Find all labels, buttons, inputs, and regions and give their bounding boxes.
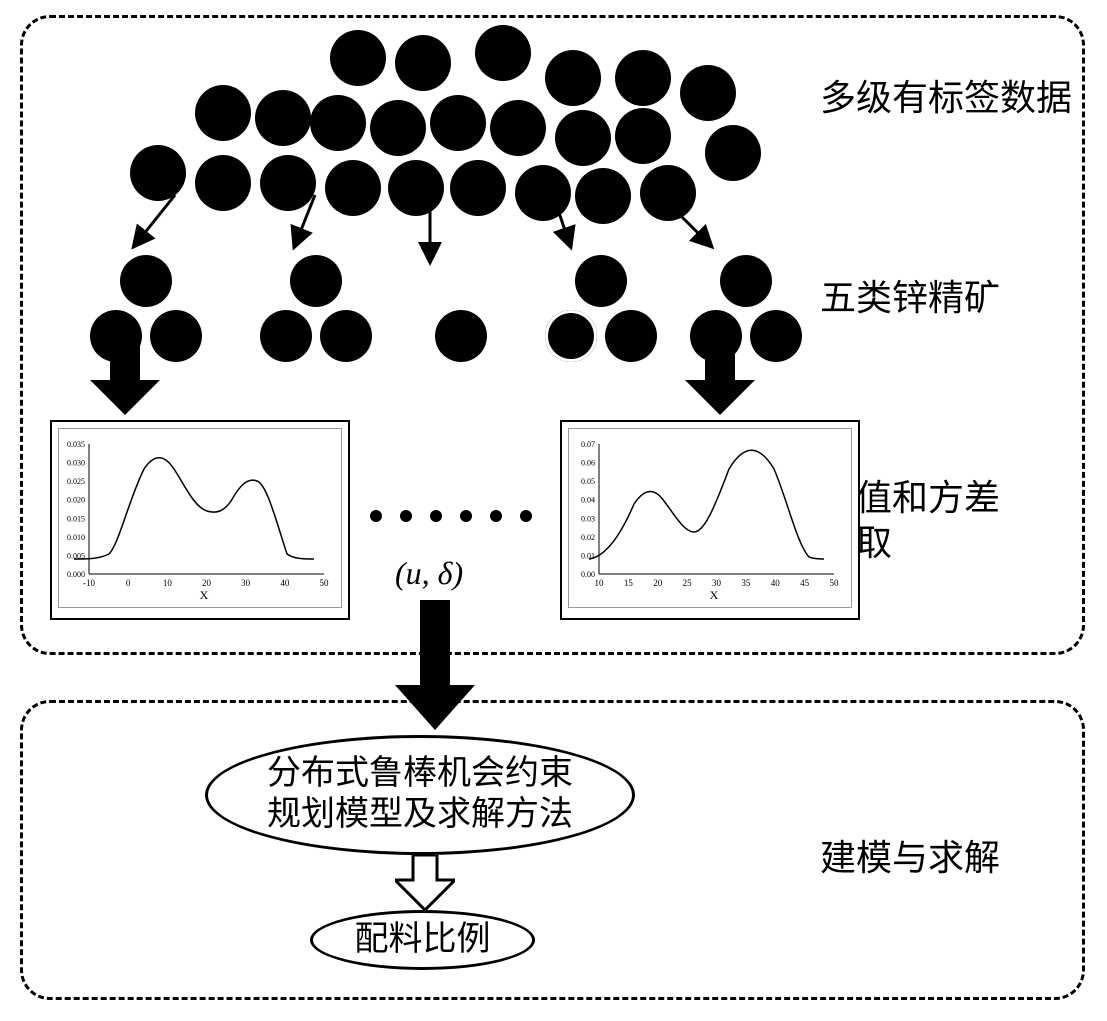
svg-text:0.01: 0.01 xyxy=(581,551,595,560)
group-dot xyxy=(260,310,312,362)
group-dot xyxy=(320,310,372,362)
group-dot xyxy=(545,310,597,362)
cluster-dot xyxy=(575,168,631,224)
cluster-dot xyxy=(490,100,546,156)
cluster-dot xyxy=(195,155,251,211)
group-dot xyxy=(605,310,657,362)
group-dot xyxy=(120,255,172,307)
group-dot xyxy=(435,310,487,362)
group-dot xyxy=(290,255,342,307)
cluster-dot xyxy=(555,110,611,166)
svg-text:10: 10 xyxy=(163,578,173,588)
cluster-dot xyxy=(260,155,316,211)
cluster-dot xyxy=(515,165,571,221)
svg-text:0.07: 0.07 xyxy=(581,440,595,449)
chart-right-svg: 0.00 0.01 0.02 0.03 0.04 0.05 0.06 0.07 10 15 20 2… xyxy=(569,429,853,609)
svg-text:0.030: 0.030 xyxy=(67,459,85,468)
svg-text:20: 20 xyxy=(202,578,212,588)
svg-text:0.010: 0.010 xyxy=(67,533,85,542)
ellipse1-line2: 规划模型及求解方法 xyxy=(267,795,573,836)
ellipse1-line1: 分布式鲁棒机会约束 xyxy=(267,754,573,795)
svg-text:40: 40 xyxy=(280,578,290,588)
ellipse-ratio: 配料比例 xyxy=(310,910,535,970)
svg-text:30: 30 xyxy=(712,578,722,588)
cluster-dot xyxy=(680,65,736,121)
group-dot xyxy=(720,255,772,307)
svg-text:50: 50 xyxy=(830,578,840,588)
cluster-dot xyxy=(325,160,381,216)
svg-text:0.015: 0.015 xyxy=(67,514,85,523)
svg-text:0.020: 0.020 xyxy=(67,496,85,505)
chart-right-frame: 0.00 0.01 0.02 0.03 0.04 0.05 0.06 0.07 10 15 20 2… xyxy=(560,420,860,620)
chart-left-frame: 0.0000.0050.0100.0150.0200.0250.0300.035… xyxy=(50,420,350,620)
svg-text:40: 40 xyxy=(771,578,781,588)
svg-text:0.025: 0.025 xyxy=(67,477,85,486)
cluster-dot xyxy=(705,125,761,181)
cluster-dot xyxy=(640,165,696,221)
cluster-dot xyxy=(615,50,671,106)
ellipse-model: 分布式鲁棒机会约束 规划模型及求解方法 xyxy=(205,735,635,855)
cluster-dot xyxy=(195,85,251,141)
label-row2: 五类锌精矿 xyxy=(820,275,1000,322)
svg-text:35: 35 xyxy=(741,578,751,588)
cluster-dot xyxy=(310,95,366,151)
cluster-dot xyxy=(450,160,506,216)
group-dot xyxy=(750,310,802,362)
dots-between-charts xyxy=(370,510,532,522)
label-row1: 多级有标签数据 xyxy=(820,75,1072,122)
svg-text:X: X xyxy=(710,588,719,602)
svg-text:0.06: 0.06 xyxy=(581,459,595,468)
svg-text:0.03: 0.03 xyxy=(581,514,595,523)
svg-text:15: 15 xyxy=(624,578,634,588)
cluster-dot xyxy=(130,145,186,201)
cluster-dot xyxy=(430,95,486,151)
svg-text:0.05: 0.05 xyxy=(581,477,595,486)
svg-text:X: X xyxy=(200,588,209,602)
svg-text:45: 45 xyxy=(800,578,810,588)
svg-text:30: 30 xyxy=(241,578,251,588)
cluster-dot xyxy=(370,100,426,156)
label-bottom: 建模与求解 xyxy=(820,835,1000,882)
group-dot xyxy=(575,255,627,307)
svg-text:0.02: 0.02 xyxy=(581,533,595,542)
svg-text:50: 50 xyxy=(320,578,330,588)
svg-text:20: 20 xyxy=(653,578,663,588)
svg-text:10: 10 xyxy=(595,578,605,588)
cluster-dot xyxy=(395,35,451,91)
formula-u-delta: (u, δ) xyxy=(395,555,463,592)
cluster-dot xyxy=(330,30,386,86)
big-arrow-left-down xyxy=(90,345,160,415)
svg-text:0.04: 0.04 xyxy=(581,496,595,505)
cluster-dot xyxy=(388,160,444,216)
cluster-dot xyxy=(475,25,531,81)
svg-text:25: 25 xyxy=(683,578,693,588)
outline-arrow-down xyxy=(395,855,455,910)
svg-text:-10: -10 xyxy=(83,578,95,588)
chart-left-svg: 0.0000.0050.0100.0150.0200.0250.0300.035… xyxy=(59,429,343,609)
svg-text:0.035: 0.035 xyxy=(67,440,85,449)
ellipse2-text: 配料比例 xyxy=(355,920,491,961)
big-arrow-right-down xyxy=(685,345,755,415)
cluster-dot xyxy=(545,50,601,106)
cluster-dot xyxy=(615,108,671,164)
cluster-dot xyxy=(255,90,311,146)
svg-text:0: 0 xyxy=(126,578,131,588)
svg-text:0.00: 0.00 xyxy=(581,570,595,579)
